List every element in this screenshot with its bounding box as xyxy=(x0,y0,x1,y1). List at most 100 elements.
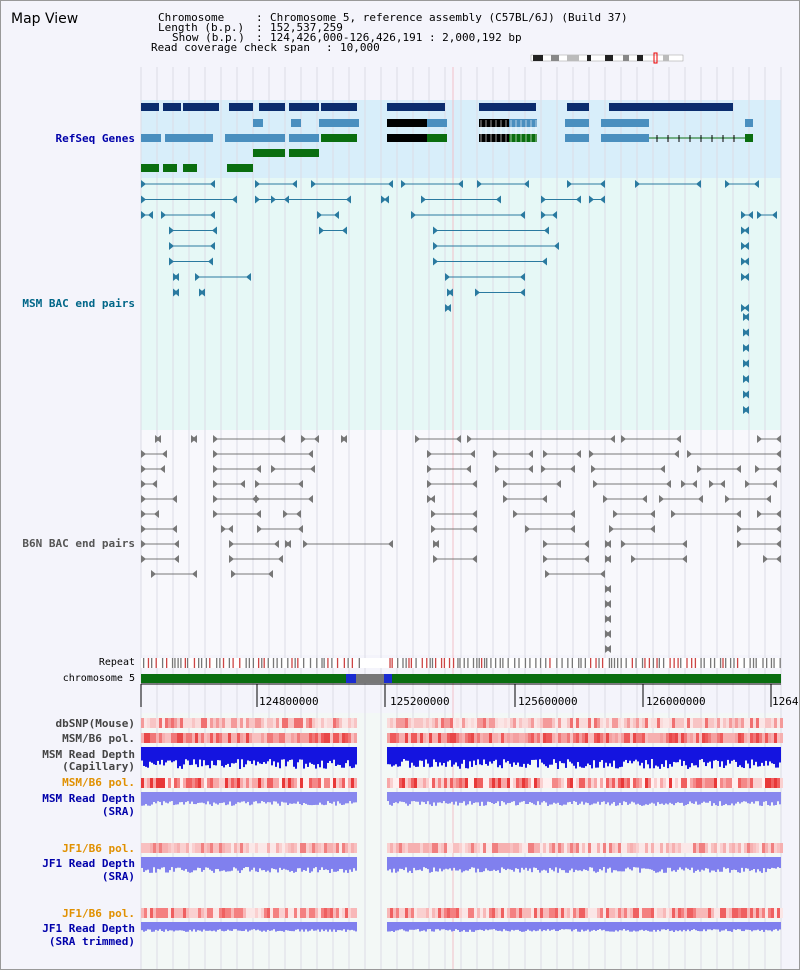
heat-cell xyxy=(612,733,615,743)
heat-cell xyxy=(477,843,480,853)
heat-cell xyxy=(687,843,690,853)
bac-end xyxy=(174,273,179,281)
heat-cell xyxy=(186,778,189,788)
depth-bar xyxy=(337,792,339,802)
depth-bar xyxy=(647,922,649,931)
heat-cell xyxy=(522,843,525,853)
depth-bar xyxy=(151,857,153,873)
heat-cell xyxy=(399,908,402,918)
repeat-track xyxy=(141,658,781,668)
depth-bar xyxy=(561,792,563,806)
depth-bar xyxy=(673,747,675,762)
heat-cell xyxy=(354,908,357,918)
depth-bar xyxy=(233,857,235,868)
heat-cell xyxy=(573,843,576,853)
heat-cell xyxy=(219,843,222,853)
bac-end xyxy=(256,465,261,473)
depth-bar xyxy=(469,857,471,870)
depth-bar xyxy=(473,747,475,761)
depth-bar xyxy=(223,792,225,803)
bac-end xyxy=(776,465,781,473)
heat-cell xyxy=(423,778,426,788)
heat-cell xyxy=(171,733,174,743)
bac-end xyxy=(448,288,453,297)
bac-end xyxy=(737,525,742,533)
depth-bar xyxy=(463,922,465,931)
depth-bar xyxy=(265,922,267,932)
heat-cell xyxy=(216,733,219,743)
bac-end xyxy=(621,435,626,443)
bac-end xyxy=(311,180,316,188)
heat-cell xyxy=(444,718,447,728)
heat-cell xyxy=(525,778,528,788)
depth-bar xyxy=(265,857,267,872)
bac-end xyxy=(445,273,450,281)
heat-cell xyxy=(714,778,717,788)
heat-cell xyxy=(462,843,465,853)
depth-bar xyxy=(501,857,503,868)
heat-cell xyxy=(744,718,747,728)
depth-bar xyxy=(181,922,183,931)
heat-cell xyxy=(390,733,393,743)
repeat-element xyxy=(410,658,413,668)
bac-end xyxy=(600,180,605,188)
repeat-element xyxy=(429,658,431,668)
depth-bar xyxy=(179,922,181,931)
heat-cell xyxy=(330,778,333,788)
depth-bar xyxy=(681,922,683,932)
depth-bar xyxy=(319,747,321,768)
depth-bar xyxy=(305,792,307,804)
heat-cell xyxy=(672,843,675,853)
bac-end xyxy=(606,585,611,593)
heat-cell xyxy=(669,718,672,728)
heat-cell xyxy=(639,843,642,853)
depth-bar xyxy=(617,857,619,872)
depth-bar xyxy=(343,747,345,768)
depth-bar xyxy=(149,922,151,930)
heat-cell xyxy=(510,908,513,918)
repeat-element xyxy=(722,658,724,668)
heat-cell xyxy=(504,908,507,918)
heat-cell xyxy=(735,733,738,743)
heat-cell xyxy=(198,908,201,918)
depth-bar xyxy=(447,747,449,762)
chromosome-ideogram[interactable] xyxy=(529,52,685,64)
repeat-element xyxy=(561,658,563,668)
depth-bar xyxy=(703,857,705,871)
bac-end xyxy=(200,288,205,297)
heat-cell xyxy=(267,718,270,728)
depth-bar xyxy=(641,922,643,930)
bac-end xyxy=(141,450,146,458)
depth-bar xyxy=(689,792,691,802)
repeat-element xyxy=(524,658,527,668)
heat-cell xyxy=(567,843,570,853)
depth-bar xyxy=(427,922,429,930)
depth-bar xyxy=(563,792,565,805)
depth-bar xyxy=(257,857,259,873)
heat-cell xyxy=(612,718,615,728)
heat-cell xyxy=(171,718,174,728)
depth-bar xyxy=(479,857,481,873)
depth-bar xyxy=(409,857,411,871)
depth-bar xyxy=(763,857,765,869)
heat-cell xyxy=(753,718,756,728)
heat-cell xyxy=(609,843,612,853)
depth-bar xyxy=(525,792,527,804)
heat-cell xyxy=(768,778,771,788)
depth-bar xyxy=(727,857,729,869)
heat-cell xyxy=(210,843,213,853)
depth-bar xyxy=(239,747,241,769)
depth-bar xyxy=(687,747,689,769)
depth-bar xyxy=(197,922,199,931)
heat-cell xyxy=(408,843,411,853)
repeat-element xyxy=(431,658,434,668)
depth-bar xyxy=(745,922,747,930)
depth-bar xyxy=(525,747,527,768)
track-label-msm-bac: MSM BAC end pairs xyxy=(22,297,135,310)
depth-bar xyxy=(173,792,175,806)
depth-bar xyxy=(713,792,715,804)
heat-cell xyxy=(615,733,618,743)
heat-cell xyxy=(159,843,162,853)
depth-bar xyxy=(685,922,687,932)
